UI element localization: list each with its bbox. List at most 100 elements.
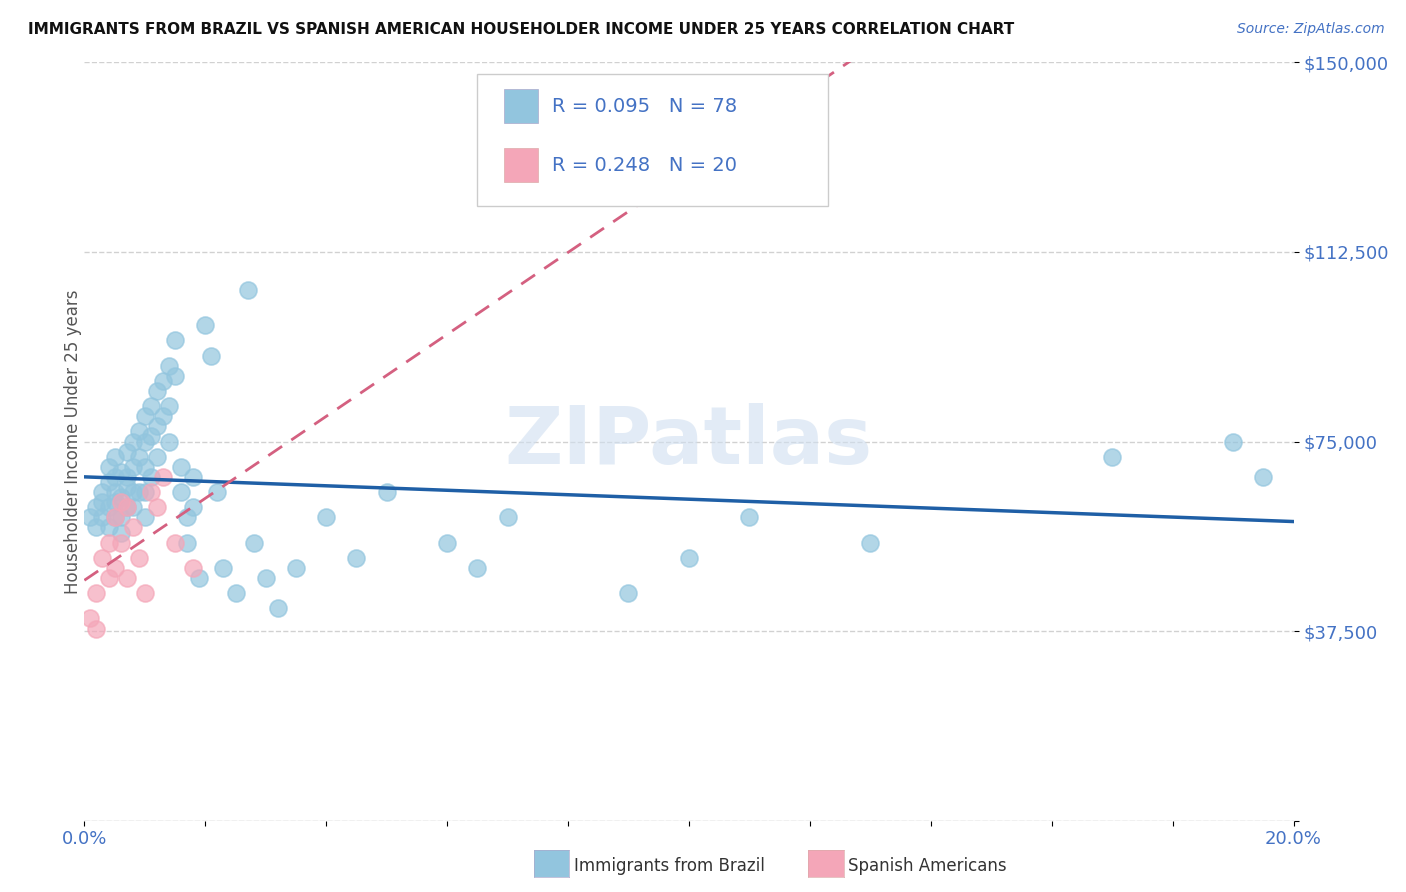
Point — [115, 500, 138, 515]
Point — [115, 480, 138, 494]
Point — [146, 384, 169, 398]
Point — [678, 550, 700, 565]
Point — [139, 485, 162, 500]
Point — [212, 561, 235, 575]
Point — [134, 510, 156, 524]
Point — [97, 535, 120, 549]
Text: ZIPatlas: ZIPatlas — [505, 402, 873, 481]
Point — [134, 485, 156, 500]
Point — [375, 485, 398, 500]
Point — [91, 510, 114, 524]
Point — [97, 520, 120, 534]
Point — [165, 368, 187, 383]
Point — [157, 399, 180, 413]
Point — [104, 450, 127, 464]
Point — [97, 459, 120, 474]
Point — [91, 485, 114, 500]
Point — [188, 571, 211, 585]
Point — [115, 444, 138, 458]
Point — [139, 470, 162, 484]
Point — [139, 399, 162, 413]
Point — [91, 550, 114, 565]
Point — [738, 510, 761, 524]
Point — [157, 434, 180, 449]
Point — [104, 495, 127, 509]
Point — [79, 611, 101, 625]
Y-axis label: Householder Income Under 25 years: Householder Income Under 25 years — [65, 289, 82, 594]
Point — [165, 334, 187, 348]
Point — [181, 500, 204, 515]
Point — [315, 510, 337, 524]
Point — [79, 510, 101, 524]
Bar — [503, 148, 538, 182]
Point — [121, 500, 143, 515]
Point — [128, 485, 150, 500]
Point — [104, 510, 127, 524]
Point — [139, 429, 162, 443]
Point — [207, 485, 229, 500]
Point — [121, 485, 143, 500]
Point — [181, 470, 204, 484]
Point — [152, 409, 174, 424]
Point — [134, 459, 156, 474]
Point — [170, 459, 193, 474]
Point — [152, 374, 174, 388]
Text: IMMIGRANTS FROM BRAZIL VS SPANISH AMERICAN HOUSEHOLDER INCOME UNDER 25 YEARS COR: IMMIGRANTS FROM BRAZIL VS SPANISH AMERIC… — [28, 22, 1014, 37]
Point — [97, 500, 120, 515]
Point — [115, 571, 138, 585]
Point — [104, 510, 127, 524]
Point — [134, 409, 156, 424]
Point — [285, 561, 308, 575]
Point — [181, 561, 204, 575]
Point — [346, 550, 368, 565]
Point — [152, 470, 174, 484]
Point — [104, 485, 127, 500]
Point — [157, 359, 180, 373]
Point — [104, 561, 127, 575]
Point — [467, 561, 489, 575]
Point — [496, 510, 519, 524]
Point — [128, 450, 150, 464]
Point — [200, 349, 222, 363]
Point — [115, 500, 138, 515]
Point — [121, 434, 143, 449]
Point — [134, 586, 156, 600]
Point — [115, 470, 138, 484]
Point — [146, 450, 169, 464]
Point — [86, 500, 108, 515]
Text: R = 0.248   N = 20: R = 0.248 N = 20 — [553, 156, 737, 175]
Point — [86, 586, 108, 600]
Point — [146, 500, 169, 515]
Text: Immigrants from Brazil: Immigrants from Brazil — [574, 857, 765, 875]
Point — [242, 535, 264, 549]
Point — [91, 495, 114, 509]
Point — [225, 586, 247, 600]
Text: Source: ZipAtlas.com: Source: ZipAtlas.com — [1237, 22, 1385, 37]
Point — [97, 571, 120, 585]
Point — [267, 601, 290, 615]
Point — [170, 485, 193, 500]
Point — [121, 459, 143, 474]
Point — [254, 571, 277, 585]
Point — [134, 434, 156, 449]
Point — [1253, 470, 1275, 484]
Point — [110, 495, 132, 509]
Point — [86, 622, 108, 636]
Point — [104, 470, 127, 484]
Text: R = 0.095   N = 78: R = 0.095 N = 78 — [553, 97, 737, 116]
Text: Spanish Americans: Spanish Americans — [848, 857, 1007, 875]
Point — [176, 510, 198, 524]
Point — [128, 550, 150, 565]
Point — [121, 520, 143, 534]
Point — [110, 535, 132, 549]
Point — [86, 520, 108, 534]
Bar — [503, 89, 538, 123]
Point — [236, 283, 259, 297]
Point — [97, 475, 120, 489]
Point — [1222, 434, 1244, 449]
Point — [165, 535, 187, 549]
Point — [194, 318, 217, 333]
Point — [146, 419, 169, 434]
Point — [128, 425, 150, 439]
Point — [176, 535, 198, 549]
